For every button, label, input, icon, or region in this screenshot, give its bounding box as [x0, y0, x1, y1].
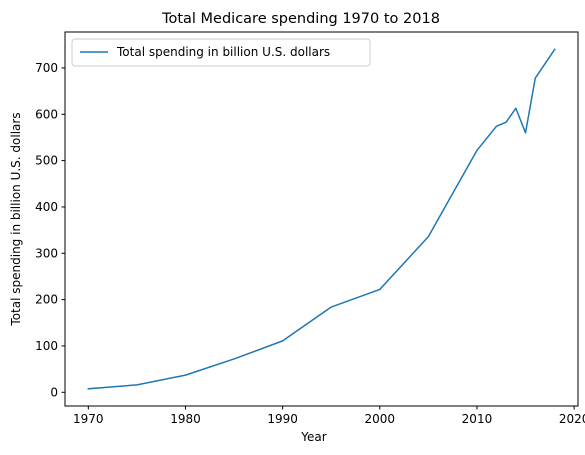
x-axis-title: Year	[300, 430, 326, 444]
y-tick-label: 300	[35, 246, 58, 260]
legend-label: Total spending in billion U.S. dollars	[116, 45, 330, 59]
plot-area	[65, 32, 578, 406]
x-tick-label: 2000	[365, 412, 396, 426]
y-axis-title: Total spending in billion U.S. dollars	[9, 112, 23, 326]
y-tick-label: 0	[50, 385, 58, 399]
y-tick-label: 500	[35, 154, 58, 168]
legend: Total spending in billion U.S. dollars	[71, 38, 371, 67]
x-tick-label: 1970	[73, 412, 104, 426]
x-axis: 1970 1980 1990 2000 2010 2020	[73, 406, 585, 426]
legend-box	[71, 38, 371, 67]
x-tick-label: 2010	[462, 412, 493, 426]
chart-title: Total Medicare spending 1970 to 2018	[161, 11, 440, 27]
plot-frame	[64, 31, 579, 407]
series-layer	[87, 48, 556, 390]
x-tick-label: 1990	[267, 412, 298, 426]
y-tick-label: 600	[35, 107, 58, 121]
x-tick-label: 2020	[559, 412, 585, 426]
y-tick-label: 200	[35, 293, 58, 307]
y-tick-label: 100	[35, 339, 58, 353]
x-tick-label: 1980	[170, 412, 201, 426]
y-tick-label: 400	[35, 200, 58, 214]
y-tick-label: 700	[35, 61, 58, 75]
y-axis: 0 100 200 300 400 500 600 700	[35, 61, 65, 399]
series-line	[87, 48, 556, 390]
